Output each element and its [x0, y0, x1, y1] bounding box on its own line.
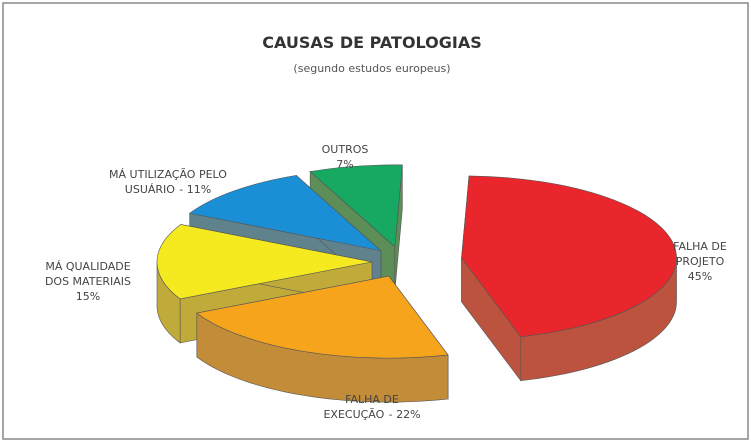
slice-value-label: 7% [336, 158, 353, 171]
pie-slice [188, 175, 382, 252]
slice-label-line: FALHA DE [673, 240, 727, 253]
pie-slice [309, 164, 403, 248]
slice-label-line: PROJETO [676, 255, 725, 268]
pie-slice [156, 224, 373, 300]
slice-label-line: EXECUÇÃO [323, 408, 384, 421]
slice-value-label: - 22% [389, 408, 421, 421]
pie-slice [461, 175, 677, 337]
slice-label-line: MÁ UTILIZAÇÃO PELO [109, 168, 227, 181]
pie-slice [196, 275, 449, 359]
slice-label: OUTROS 7% [322, 143, 369, 171]
chart-title: CAUSAS DE PATOLOGIAS [262, 33, 482, 52]
slice-label-line: FALHA DE [345, 393, 399, 406]
slice-label-line: MÁ QUALIDADE [45, 260, 130, 273]
slice-label-line: OUTROS [322, 143, 369, 156]
slice-label: MÁ QUALIDADE DOS MATERIAIS 15% [45, 260, 131, 303]
slice-value-label: - 11% [179, 183, 211, 196]
chart-subtitle: (segundo estudos europeus) [293, 62, 450, 75]
slice [461, 175, 677, 382]
slice-label: FALHA DE PROJETO 45% [673, 240, 727, 283]
slice-label-line: USUÁRIO [125, 183, 175, 196]
slice-label: MÁ UTILIZAÇÃO PELO USUÁRIO - 11% [109, 168, 227, 196]
slice-value-label: 45% [688, 270, 712, 283]
slice [196, 275, 449, 403]
slice-value-label: 15% [76, 290, 100, 303]
slice-label: FALHA DE EXECUÇÃO - 22% [323, 393, 420, 421]
slice-label-line: DOS MATERIAIS [45, 275, 131, 288]
